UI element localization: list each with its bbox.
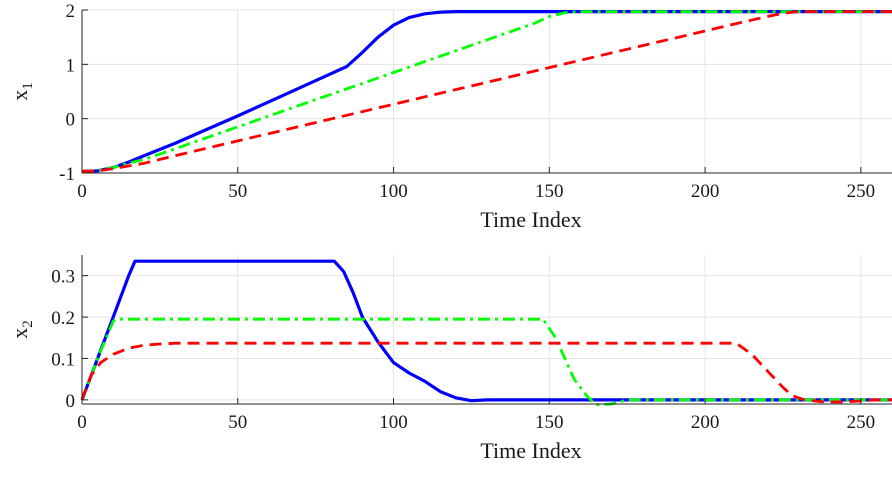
x-tick-label: 50 — [228, 181, 247, 202]
x-tick-label: 250 — [847, 412, 876, 433]
series-line-2 — [80, 341, 892, 404]
y-axis-label: x2 — [7, 320, 36, 339]
x-tick-labels: 0 50 100 150 200 250 — [77, 181, 875, 202]
series-line-2 — [81, 10, 892, 173]
x-tick-label: 250 — [847, 181, 876, 202]
x-tick-label: 0 — [77, 412, 87, 433]
y-tick-label: -1 — [59, 164, 75, 185]
series-line-1 — [81, 10, 892, 173]
y-tick-label: 0 — [66, 391, 76, 412]
y-tick-label: 1 — [66, 55, 76, 76]
y-tick-label: 0.2 — [51, 308, 75, 329]
x-tick-label: 100 — [379, 181, 408, 202]
series-line-1 — [80, 317, 892, 407]
y-axis-label-subscript: 1 — [20, 82, 36, 90]
plot-lines — [80, 259, 892, 407]
y-tick-label: 0.1 — [51, 349, 75, 370]
gridlines — [82, 255, 892, 404]
x-tick-label: 50 — [228, 412, 247, 433]
axes-frame — [81, 255, 892, 405]
y-tick-label: 2 — [66, 1, 76, 22]
subplot-x2: 0 50 100 150 200 250 0 0.1 0.2 0.3 Time Index x2 — [7, 255, 892, 463]
plot-lines — [81, 10, 892, 173]
series-line-0 — [81, 10, 892, 173]
y-axis-label: x1 — [7, 82, 36, 101]
y-axis-label-main: x — [7, 328, 32, 339]
x-tick-label: 150 — [535, 181, 564, 202]
series-line-0 — [80, 259, 892, 403]
x-tick-labels: 0 50 100 150 200 250 — [77, 412, 875, 433]
axes-frame — [81, 9, 892, 174]
x-tick-label: 200 — [691, 412, 720, 433]
x-tick-label: 150 — [535, 412, 564, 433]
y-axis-label-main: x — [7, 90, 32, 101]
x-axis-label: Time Index — [480, 438, 581, 463]
y-axis-label-subscript: 2 — [20, 320, 36, 328]
y-tick-label: 0.3 — [51, 267, 75, 288]
y-tick-labels: -1 0 1 2 — [59, 1, 75, 185]
y-tick-labels: 0 0.1 0.2 0.3 — [51, 267, 75, 412]
x-axis-label: Time Index — [480, 207, 581, 232]
x-tick-label: 200 — [691, 181, 720, 202]
x-tick-label: 100 — [379, 412, 408, 433]
x-tick-label: 0 — [77, 181, 87, 202]
y-tick-label: 0 — [66, 110, 76, 131]
